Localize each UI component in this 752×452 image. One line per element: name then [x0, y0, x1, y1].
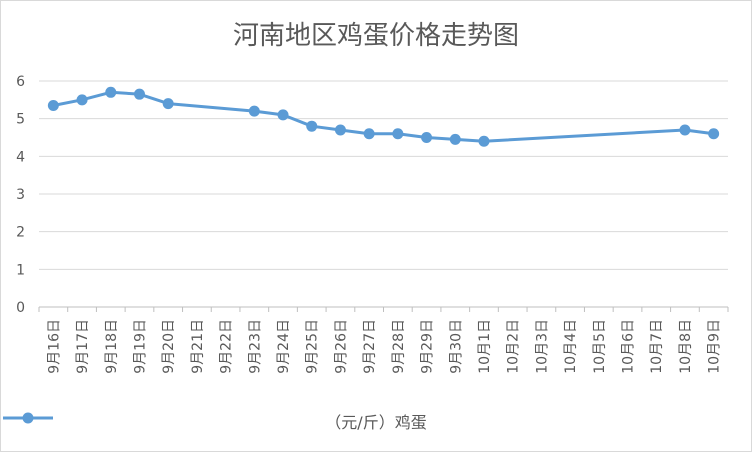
data-point — [708, 128, 720, 140]
x-tick-label: 9月30日 — [448, 319, 464, 374]
data-point — [334, 124, 346, 136]
data-point — [105, 86, 117, 98]
data-point — [363, 128, 375, 140]
series-line — [53, 90, 714, 143]
y-tick-label: 0 — [16, 300, 25, 316]
x-tick-label: 9月29日 — [420, 319, 436, 374]
x-tick-label: 9月25日 — [305, 319, 321, 374]
y-tick-label: 3 — [16, 187, 25, 203]
x-tick-label: 9月19日 — [132, 319, 148, 374]
x-tick-label: 10月8日 — [678, 319, 694, 374]
x-tick-label: 9月20日 — [161, 319, 177, 374]
x-tick-label: 9月23日 — [247, 319, 263, 374]
x-tick-label: 9月24日 — [276, 319, 292, 374]
y-tick-label: 2 — [16, 225, 25, 241]
data-point — [277, 109, 289, 121]
y-tick-label: 6 — [16, 74, 25, 90]
x-tick-label: 10月9日 — [707, 319, 723, 374]
x-tick-label: 10月4日 — [563, 319, 579, 374]
x-tick-label: 9月17日 — [75, 319, 91, 374]
x-tick-label: 10月7日 — [649, 319, 665, 374]
data-point — [76, 94, 88, 106]
data-point — [679, 124, 691, 136]
legend-label: （元/斤）鸡蛋 — [325, 413, 427, 432]
x-tick-label: 10月1日 — [477, 319, 493, 374]
data-point — [248, 105, 260, 117]
data-point — [133, 88, 145, 100]
data-point — [162, 98, 174, 110]
x-tick-label: 9月16日 — [46, 319, 62, 374]
data-point — [306, 120, 318, 132]
x-tick-label: 10月6日 — [621, 319, 637, 374]
x-tick-label: 9月26日 — [333, 319, 349, 374]
data-point — [449, 133, 461, 145]
y-tick-label: 5 — [16, 112, 25, 128]
legend: （元/斤）鸡蛋 — [1, 409, 751, 433]
data-point — [47, 99, 59, 111]
x-tick-label: 10月5日 — [592, 319, 608, 374]
chart-title: 河南地区鸡蛋价格走势图 — [232, 21, 519, 51]
x-tick-label: 9月18日 — [104, 319, 120, 374]
data-point — [478, 135, 490, 147]
x-tick-label: 10月2日 — [506, 319, 522, 374]
legend-marker — [3, 412, 53, 424]
x-tick-label: 9月22日 — [219, 319, 235, 374]
y-tick-label: 1 — [16, 262, 25, 278]
x-tick-label: 9月27日 — [362, 319, 378, 374]
x-tick-label: 10月3日 — [534, 319, 550, 374]
x-tick-label: 9月28日 — [391, 319, 407, 374]
data-point — [392, 128, 404, 140]
x-tick-label: 9月21日 — [190, 319, 206, 374]
data-point — [421, 132, 433, 143]
y-tick-label: 4 — [16, 149, 25, 165]
